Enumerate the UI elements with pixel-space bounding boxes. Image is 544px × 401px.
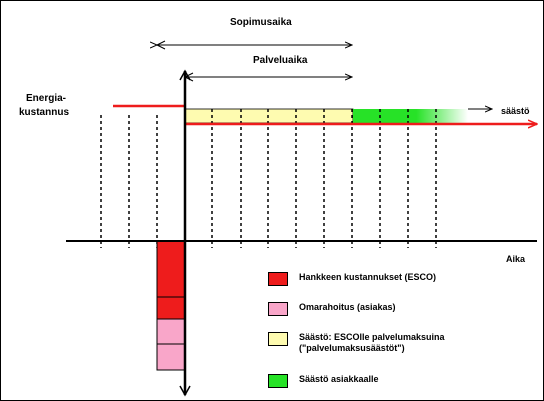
time-gridlines xyxy=(100,115,437,248)
legend-label: Säästö asiakkaalle xyxy=(299,374,379,384)
legend-swatch xyxy=(268,374,288,388)
customer-savings-band xyxy=(353,109,468,123)
legend-item: Omarahoitus (asiakas) xyxy=(268,298,538,328)
legend-swatch xyxy=(268,332,288,346)
savings-label: säästö xyxy=(501,106,530,116)
legend-swatch xyxy=(268,302,288,316)
legend: Hankkeen kustannukset (ESCO) Omarahoitus… xyxy=(268,268,538,400)
legend-label: Omarahoitus (asiakas) xyxy=(299,302,396,312)
own-financing-block xyxy=(156,318,186,345)
energy-costs-label-line2: kustannus xyxy=(19,107,69,118)
legend-label: Hankkeen kustannukset (ESCO) xyxy=(299,272,437,282)
service-fee-savings-band xyxy=(184,108,354,124)
legend-label: Säästö: ESCOlle palvelumaksuina ("palvel… xyxy=(299,332,445,353)
time-axis-label: Aika xyxy=(506,254,526,264)
legend-item: Säästö asiakkaalle xyxy=(268,370,538,400)
legend-item: Hankkeen kustannukset (ESCO) xyxy=(268,268,538,298)
service-period-label: Palveluaika xyxy=(253,55,308,66)
legend-swatch xyxy=(268,272,288,286)
band-gridlines xyxy=(211,109,437,123)
esco-cost-block xyxy=(156,296,186,320)
legend-item: Säästö: ESCOlle palvelumaksuina ("palvel… xyxy=(268,328,538,370)
esco-cost-block xyxy=(156,240,186,298)
contract-period-label: Sopimusaika xyxy=(230,17,292,28)
energy-costs-label-line1: Energia- xyxy=(26,93,66,104)
own-financing-block xyxy=(156,343,186,371)
